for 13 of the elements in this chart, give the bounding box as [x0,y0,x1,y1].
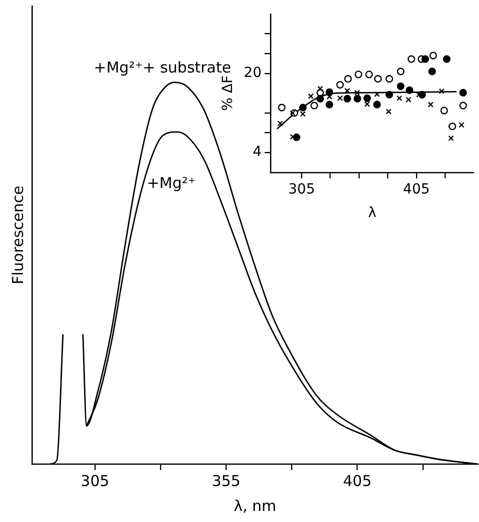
x-tick-label: 355 [212,472,240,490]
y-tick-label: 4 [252,144,262,160]
x-tick-label: 405 [342,472,372,490]
x-axis-title: λ [368,205,376,222]
series-label: +Mg²⁺+ substrate [94,58,232,77]
x-tick-label: 305 [288,181,315,198]
y-tick-label: 20 [244,65,262,82]
x-tick-label: 405 [403,181,430,198]
x-tick-label: 305 [80,472,110,490]
series-label: +Mg²⁺ [146,174,196,192]
y-axis-title: Fluorescence [8,186,27,284]
y-axis-title: % ΔF [220,76,236,111]
x-axis-title: λ, nm [234,496,276,515]
